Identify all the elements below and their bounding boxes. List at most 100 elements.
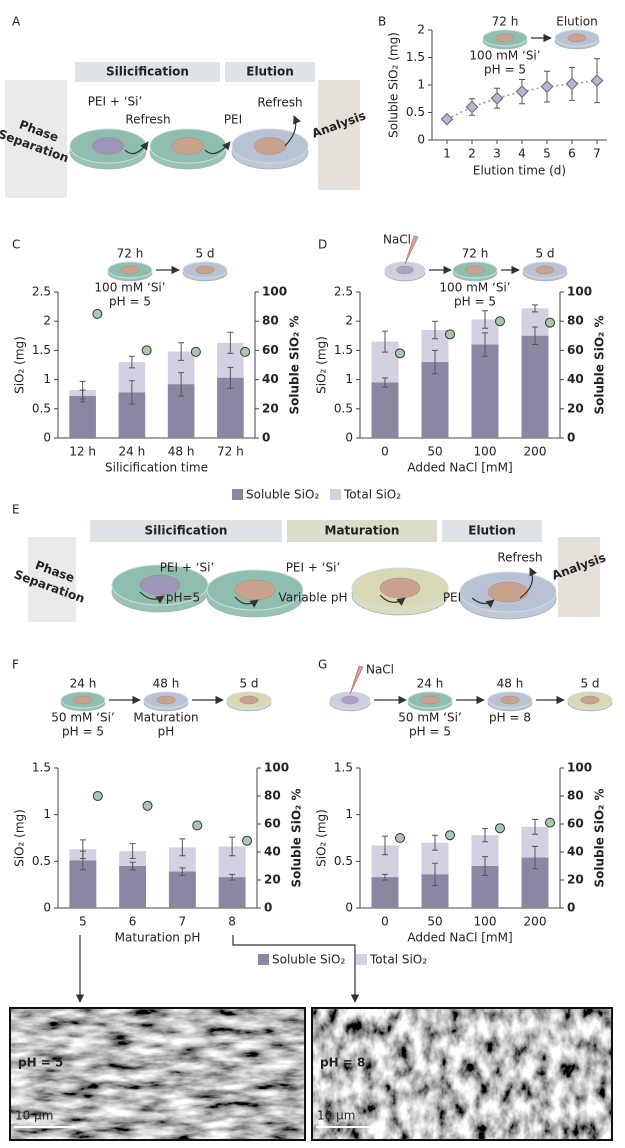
link-arrow bbox=[232, 935, 360, 1003]
additive-label: NaCl bbox=[383, 233, 411, 247]
percent-point bbox=[242, 835, 253, 846]
y2-axis-title: Soluble SiO₂ % bbox=[288, 316, 302, 415]
y-tick-label: 0.5 bbox=[32, 854, 51, 868]
y-tick-label: 1 bbox=[43, 372, 51, 386]
error-bar bbox=[129, 843, 136, 860]
panel-label: D bbox=[318, 238, 327, 252]
y2-tick-label: 100 bbox=[567, 761, 592, 775]
y-tick-label: 1 bbox=[345, 807, 353, 821]
panel-label: F bbox=[12, 658, 19, 672]
x-tick-label: 5 bbox=[543, 147, 551, 161]
y2-tick-label: 60 bbox=[567, 817, 584, 831]
x-tick-label: 7 bbox=[593, 147, 601, 161]
micrograph bbox=[10, 1008, 305, 1140]
error-bar bbox=[482, 332, 488, 357]
step-label: pH=5 bbox=[166, 591, 200, 605]
x-tick-label: 7 bbox=[179, 915, 187, 929]
dish-pellet bbox=[156, 695, 176, 705]
x-tick-label: 1 bbox=[443, 147, 451, 161]
dish-pellet bbox=[139, 574, 181, 596]
error-bar bbox=[128, 380, 135, 405]
x-axis-title: Added NaCl [mM] bbox=[407, 461, 512, 475]
stage-header-label: Silicification bbox=[145, 524, 228, 538]
percent-point bbox=[545, 817, 555, 828]
error-bar bbox=[532, 818, 538, 835]
step-time: 48 h bbox=[497, 677, 524, 691]
y-tick-label: 1 bbox=[43, 807, 51, 821]
y2-tick-label: 0 bbox=[262, 431, 270, 445]
y2-tick-label: 20 bbox=[567, 873, 584, 887]
process-arrow bbox=[139, 591, 165, 604]
y2-tick-label: 0 bbox=[264, 901, 272, 915]
dish-pellet bbox=[341, 695, 359, 705]
content: ABCDEFGHISilicificationElutionPhaseSepar… bbox=[0, 15, 613, 1141]
data-point bbox=[465, 100, 479, 114]
percent-point bbox=[445, 830, 455, 841]
process-arrow bbox=[519, 567, 538, 599]
step-time: 5 d bbox=[239, 677, 258, 691]
step-time: 72 h bbox=[492, 15, 519, 29]
y2-tick-label: 20 bbox=[567, 401, 584, 415]
y-tick-label: 1 bbox=[417, 78, 425, 92]
data-point bbox=[440, 112, 454, 126]
y-tick-label: 0.5 bbox=[32, 401, 51, 415]
x-axis-title: Elution time (d) bbox=[473, 164, 566, 178]
percent-point bbox=[142, 800, 153, 811]
error-bar bbox=[432, 349, 438, 375]
dish-pellet bbox=[73, 695, 93, 705]
y2-tick-label: 100 bbox=[567, 285, 592, 299]
percent-point bbox=[445, 329, 455, 340]
error-bar bbox=[129, 861, 136, 871]
y-tick-label: 1.5 bbox=[334, 343, 353, 357]
step-label: PEI + ‘Si’ bbox=[286, 561, 341, 575]
step-label: PEI bbox=[443, 591, 461, 605]
panel-label: E bbox=[12, 503, 20, 517]
micrograph-frame bbox=[311, 1007, 613, 1141]
step-note: 100 mM ‘Si’ bbox=[439, 281, 510, 295]
micrograph-frame bbox=[9, 1007, 306, 1141]
dish-pellet bbox=[495, 33, 515, 43]
x-tick-label: 100 bbox=[474, 915, 497, 929]
pipette bbox=[349, 665, 364, 695]
x-tick-label: 50 bbox=[427, 445, 442, 459]
error-bar bbox=[229, 873, 236, 881]
step-time: 5 d bbox=[580, 677, 599, 691]
y-tick-label: 2 bbox=[345, 314, 353, 328]
step-note: pH bbox=[158, 725, 175, 739]
legend-swatch bbox=[356, 954, 367, 965]
y-axis-title: Soluble SiO₂ (mg) bbox=[387, 32, 401, 138]
y2-tick-label: 60 bbox=[567, 343, 584, 357]
y-tick-label: 1 bbox=[345, 372, 353, 386]
x-tick-label: 2 bbox=[468, 147, 476, 161]
step-time: 24 h bbox=[70, 677, 97, 691]
y-tick-label: 0 bbox=[43, 901, 51, 915]
dish-pellet bbox=[379, 577, 421, 599]
y2-tick-label: 80 bbox=[567, 314, 584, 328]
y2-axis-title: Soluble SiO₂ % bbox=[593, 316, 607, 415]
dish-pellet bbox=[234, 579, 276, 601]
scale-bar-label: 10 μm bbox=[15, 1109, 53, 1123]
y-tick-label: 2.5 bbox=[334, 285, 353, 299]
y2-tick-label: 20 bbox=[264, 873, 281, 887]
stage-header-label: Maturation bbox=[325, 524, 400, 538]
dish-pellet bbox=[195, 265, 215, 275]
x-tick-label: 72 h bbox=[217, 445, 244, 459]
dish-pellet bbox=[239, 695, 259, 705]
dish-pellet bbox=[465, 265, 485, 275]
process-arrow bbox=[471, 597, 495, 609]
y2-tick-label: 40 bbox=[567, 845, 584, 859]
step-label: Refresh bbox=[497, 551, 542, 565]
process-arrow bbox=[284, 115, 301, 147]
stage-header bbox=[225, 62, 315, 82]
bar bbox=[69, 395, 96, 438]
bar bbox=[421, 362, 449, 438]
panel-label: C bbox=[12, 238, 20, 252]
step-label: Variable pH bbox=[278, 591, 347, 605]
phase-separation-box bbox=[5, 80, 67, 198]
step-label: PEI + ‘Si’ bbox=[160, 561, 215, 575]
y-tick-label: 2 bbox=[43, 314, 51, 328]
y2-tick-label: 40 bbox=[567, 372, 584, 386]
error-bar bbox=[432, 834, 438, 851]
stage-header-label: Elution bbox=[468, 524, 516, 538]
error-bar bbox=[128, 355, 135, 369]
